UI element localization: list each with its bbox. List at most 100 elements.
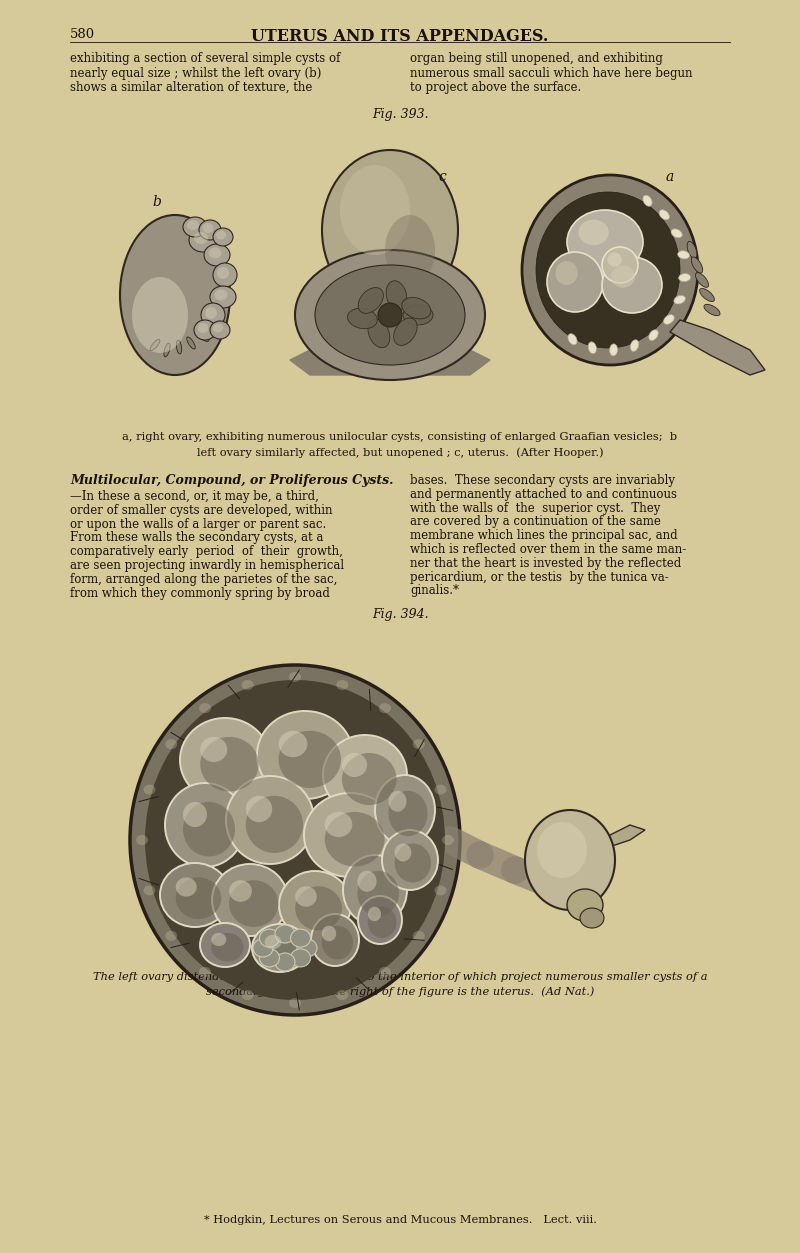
Ellipse shape — [336, 990, 348, 1000]
Ellipse shape — [202, 223, 214, 233]
Ellipse shape — [343, 855, 407, 925]
Ellipse shape — [204, 244, 230, 266]
Text: membrane which lines the principal sac, and: membrane which lines the principal sac, … — [410, 529, 678, 543]
Polygon shape — [600, 824, 645, 850]
Text: ner that the heart is invested by the reflected: ner that the heart is invested by the re… — [410, 556, 682, 570]
Ellipse shape — [611, 266, 635, 288]
Ellipse shape — [176, 877, 222, 918]
Ellipse shape — [246, 796, 303, 853]
Ellipse shape — [278, 730, 341, 788]
Ellipse shape — [259, 949, 279, 967]
Ellipse shape — [674, 296, 686, 304]
Ellipse shape — [166, 739, 178, 749]
Ellipse shape — [555, 261, 578, 284]
Ellipse shape — [226, 776, 314, 865]
Ellipse shape — [290, 949, 310, 967]
Ellipse shape — [382, 829, 438, 890]
Ellipse shape — [434, 886, 446, 896]
Ellipse shape — [164, 343, 170, 357]
Text: numerous small sacculi which have here begun: numerous small sacculi which have here b… — [410, 66, 693, 79]
Ellipse shape — [150, 340, 160, 351]
Ellipse shape — [199, 221, 221, 241]
Ellipse shape — [297, 938, 317, 957]
Ellipse shape — [340, 165, 410, 256]
Text: order of smaller cysts are developed, within: order of smaller cysts are developed, wi… — [70, 504, 333, 516]
Ellipse shape — [567, 888, 603, 921]
Text: form, arranged along the parietes of the sac,: form, arranged along the parietes of the… — [70, 573, 338, 586]
Text: 580: 580 — [70, 28, 95, 41]
Ellipse shape — [358, 871, 377, 892]
Ellipse shape — [607, 252, 622, 267]
Ellipse shape — [213, 323, 223, 332]
Ellipse shape — [704, 304, 720, 316]
Ellipse shape — [368, 320, 390, 347]
Ellipse shape — [242, 990, 254, 1000]
Ellipse shape — [643, 195, 652, 207]
Ellipse shape — [602, 247, 638, 283]
Text: to project above the surface.: to project above the surface. — [410, 81, 582, 94]
Ellipse shape — [536, 192, 680, 348]
Ellipse shape — [246, 796, 272, 822]
Ellipse shape — [311, 913, 359, 966]
Ellipse shape — [295, 886, 317, 907]
Ellipse shape — [201, 303, 225, 327]
Ellipse shape — [315, 264, 465, 365]
Ellipse shape — [602, 257, 662, 313]
Text: nearly equal size ; whilst the left ovary (b): nearly equal size ; whilst the left ovar… — [70, 66, 322, 79]
Ellipse shape — [322, 926, 353, 960]
Ellipse shape — [242, 680, 254, 690]
Ellipse shape — [379, 967, 391, 977]
Ellipse shape — [132, 277, 188, 353]
Ellipse shape — [413, 739, 425, 749]
Ellipse shape — [257, 710, 353, 799]
Ellipse shape — [197, 332, 209, 341]
Ellipse shape — [342, 753, 397, 804]
Ellipse shape — [537, 822, 587, 878]
Text: ginalis.*: ginalis.* — [410, 584, 459, 598]
Ellipse shape — [547, 252, 603, 312]
Ellipse shape — [265, 935, 282, 950]
Text: Fig. 394.: Fig. 394. — [372, 608, 428, 621]
Ellipse shape — [211, 933, 244, 961]
Ellipse shape — [304, 793, 396, 877]
Text: shows a similar alteration of texture, the: shows a similar alteration of texture, t… — [70, 81, 312, 94]
Ellipse shape — [442, 834, 454, 845]
Ellipse shape — [166, 931, 178, 941]
Ellipse shape — [525, 809, 615, 910]
Ellipse shape — [205, 307, 217, 320]
Ellipse shape — [214, 289, 227, 301]
Ellipse shape — [165, 783, 245, 867]
Ellipse shape — [217, 267, 229, 279]
Ellipse shape — [368, 907, 381, 921]
Ellipse shape — [378, 303, 402, 327]
Ellipse shape — [588, 342, 597, 353]
Ellipse shape — [211, 933, 226, 946]
Ellipse shape — [200, 737, 258, 792]
Text: a, right ovary, exhibiting numerous unilocular cysts, consisting of enlarged Gra: a, right ovary, exhibiting numerous unil… — [122, 432, 678, 442]
Text: bases.  These secondary cysts are invariably: bases. These secondary cysts are invaria… — [410, 474, 675, 487]
Ellipse shape — [212, 865, 288, 936]
Text: with the walls of  the  superior cyst.  They: with the walls of the superior cyst. The… — [410, 501, 660, 515]
Ellipse shape — [200, 923, 250, 967]
Ellipse shape — [199, 967, 211, 977]
Ellipse shape — [194, 232, 208, 244]
Ellipse shape — [678, 251, 690, 259]
Ellipse shape — [213, 263, 237, 287]
Text: —In these a second, or, it may be, a third,: —In these a second, or, it may be, a thi… — [70, 490, 319, 502]
Ellipse shape — [289, 672, 301, 682]
Ellipse shape — [358, 287, 383, 313]
Text: or upon the walls of a larger or parent sac.: or upon the walls of a larger or parent … — [70, 517, 326, 530]
Text: Multilocular, Compound, or Proliferous Cysts.: Multilocular, Compound, or Proliferous C… — [70, 474, 394, 487]
Ellipse shape — [403, 304, 433, 325]
Ellipse shape — [209, 248, 222, 258]
Ellipse shape — [695, 273, 709, 287]
Ellipse shape — [213, 228, 233, 246]
Ellipse shape — [180, 718, 270, 802]
Ellipse shape — [145, 680, 445, 1000]
Ellipse shape — [323, 736, 407, 814]
Ellipse shape — [176, 877, 197, 897]
Ellipse shape — [325, 812, 385, 867]
Ellipse shape — [659, 209, 670, 219]
Ellipse shape — [216, 231, 226, 239]
Ellipse shape — [198, 323, 209, 333]
